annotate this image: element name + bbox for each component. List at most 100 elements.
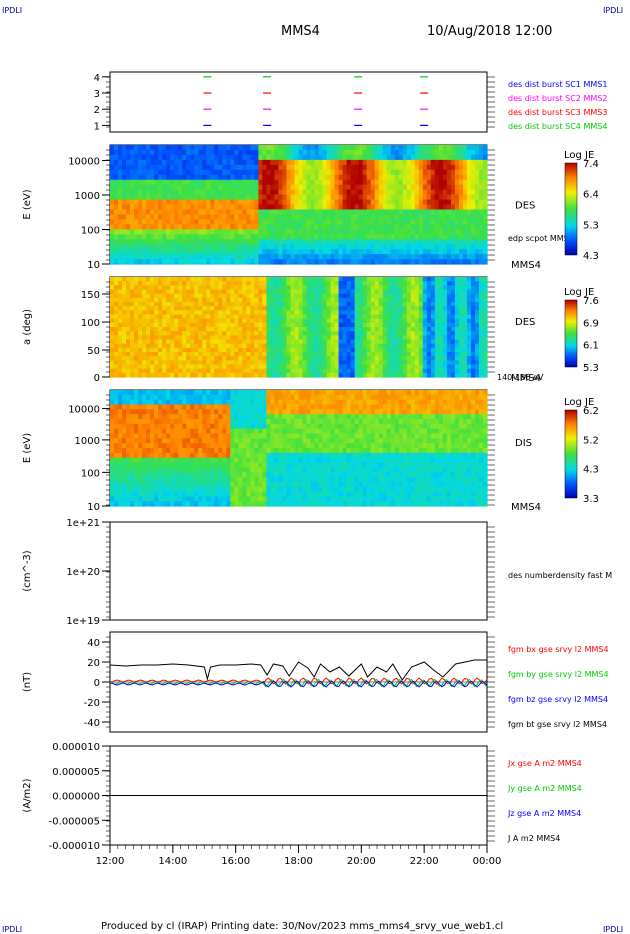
spectrogram-cell — [374, 154, 380, 161]
spectrogram-cell — [282, 364, 288, 370]
spectrogram-cell — [114, 462, 119, 468]
spectrogram-cell — [442, 169, 448, 176]
spectrogram-cell — [314, 174, 320, 181]
spectrogram-cell — [310, 164, 316, 171]
spectrogram-cell — [438, 219, 444, 225]
spectrogram-cell — [270, 159, 276, 166]
spectrogram-cell — [114, 169, 119, 176]
spectrogram-cell — [278, 339, 284, 345]
spectrogram-cell — [474, 184, 480, 191]
spectrogram-cell — [350, 244, 356, 250]
spectrogram-cell — [162, 352, 167, 357]
spectrogram-cell — [346, 289, 352, 295]
spectrogram-cell — [378, 229, 384, 235]
spectrogram-cell — [166, 314, 171, 320]
spectrogram-cell — [418, 322, 424, 328]
spectrogram-cell — [390, 339, 396, 345]
spectrogram-cell — [190, 214, 195, 220]
spectrogram-cell — [174, 343, 179, 349]
spectrogram-cell — [474, 169, 480, 176]
spectrogram-cell — [438, 214, 444, 220]
spectrogram-cell — [382, 289, 388, 295]
spectrogram-cell — [478, 327, 484, 332]
spectrogram-cell — [126, 234, 131, 240]
spectrogram-cell — [374, 335, 380, 341]
spectrogram-cell — [286, 219, 292, 225]
spectrogram-cell — [442, 189, 448, 196]
spectrogram-cell — [170, 209, 175, 216]
spectrogram-cell — [182, 204, 187, 211]
spectrogram-cell — [410, 229, 416, 235]
spectrogram-cell — [362, 356, 368, 361]
spectrogram-cell — [122, 277, 127, 282]
spectrogram-cell — [346, 249, 352, 255]
spectrogram-cell — [214, 234, 219, 240]
spectrogram-cell — [350, 209, 356, 216]
burst-legend: des dist burst SC3 MMS3 — [508, 108, 607, 117]
spectrogram-cell — [278, 297, 284, 303]
spectrogram-cell — [422, 331, 428, 336]
spectrogram-cell — [310, 331, 316, 336]
spectrogram-cell — [318, 306, 324, 311]
spectrogram-cell — [282, 327, 288, 332]
spectrogram-cell — [334, 347, 340, 353]
spectrogram-cell — [174, 244, 179, 250]
spectrogram-cell — [178, 204, 183, 211]
spectrogram-cell — [166, 164, 171, 171]
spectrogram-cell — [246, 184, 251, 191]
spectrogram-cell — [194, 229, 199, 235]
spectrogram-cell — [234, 293, 239, 299]
spectrogram-cell — [118, 219, 123, 225]
spectrogram-cell — [414, 209, 420, 216]
spectrogram-cell — [214, 293, 219, 299]
spectrogram-cell — [222, 154, 227, 161]
spectrogram-cell — [398, 310, 404, 316]
spectrogram-cell — [130, 364, 135, 370]
spectrogram-cell — [130, 189, 135, 196]
spectrogram-cell — [442, 327, 448, 332]
spectrogram-cell — [134, 289, 139, 295]
spectrogram-cell — [430, 360, 436, 366]
spectrogram-cell — [362, 219, 368, 225]
spectrogram-cell — [290, 293, 296, 299]
spectrogram-cell — [226, 347, 231, 353]
spectrogram-cell — [418, 281, 424, 286]
spectrogram-cell — [298, 189, 304, 196]
spectrogram-cell — [322, 234, 328, 240]
spectrogram-cell — [202, 174, 207, 181]
spectrogram-cell — [386, 174, 392, 181]
spectrogram-cell — [378, 219, 384, 225]
spectrogram-cell — [354, 249, 360, 255]
spectrogram-cell — [290, 164, 296, 171]
spectrogram-cell — [186, 234, 191, 240]
spectrogram-cell — [326, 145, 332, 151]
spectrogram-cell — [382, 302, 388, 307]
spectrogram-cell — [390, 194, 396, 201]
spectrogram-cell — [414, 179, 420, 186]
spectrogram-cell — [342, 204, 348, 211]
spectrogram-cell — [158, 199, 163, 206]
spectrogram-cell — [442, 331, 448, 336]
spectrogram-cell — [390, 356, 396, 361]
spectrogram-cell — [370, 277, 376, 282]
spectrogram-cell — [158, 219, 163, 225]
spectrogram-cell — [178, 347, 183, 353]
spectrogram-cell — [134, 219, 139, 225]
spectrogram-cell — [378, 164, 384, 171]
spectrogram-cell — [454, 352, 460, 357]
spectrogram-cell — [114, 281, 119, 286]
spectrogram-cell — [366, 277, 372, 282]
spectrogram-cell — [426, 224, 432, 230]
spectrogram-cell — [318, 372, 324, 378]
spectrogram-cell — [122, 154, 127, 161]
spectrogram-cell — [462, 204, 468, 211]
spectrogram-cell — [266, 297, 272, 303]
spectrogram-cell — [394, 229, 400, 235]
spectrogram-cell — [398, 318, 404, 324]
spectrogram-cell — [254, 331, 259, 336]
spectrogram-cell — [122, 448, 127, 454]
spectrogram-cell — [422, 199, 428, 206]
spectrogram-cell — [186, 297, 191, 303]
spectrogram-cell — [210, 364, 215, 370]
spectrogram-cell — [186, 372, 191, 378]
